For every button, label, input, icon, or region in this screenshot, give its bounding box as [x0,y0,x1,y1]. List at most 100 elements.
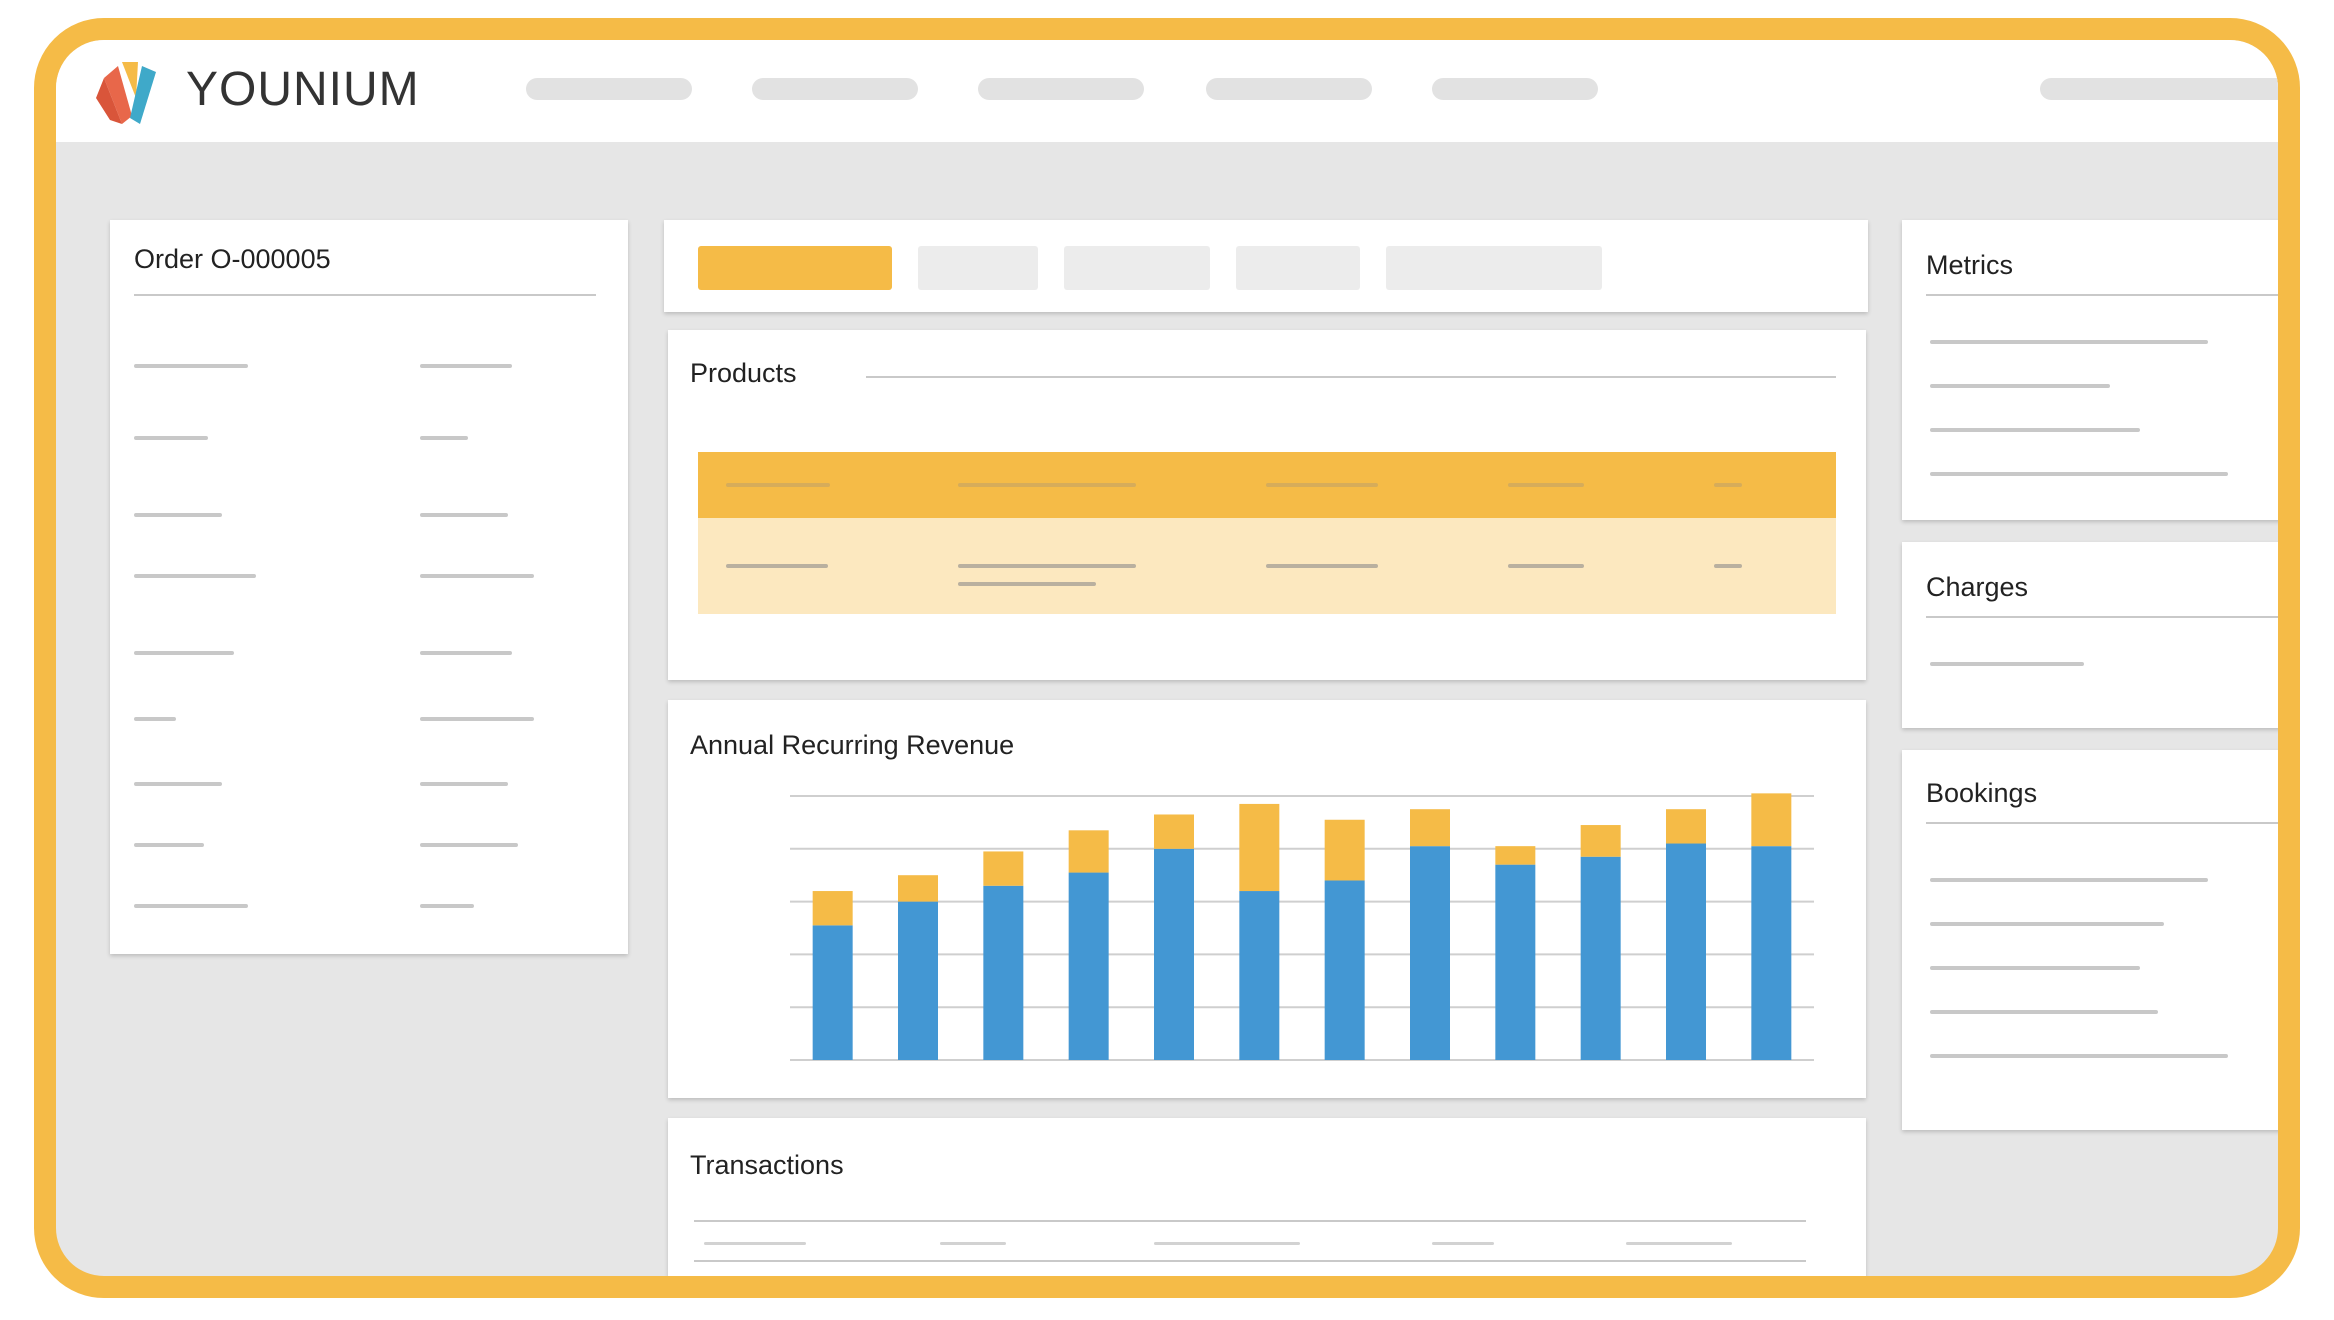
bar-segment-blue [983,885,1024,1060]
order-field-label [134,904,248,908]
metric-line [1930,428,2140,432]
bar-segment-yellow [1666,809,1706,844]
nav-item-2[interactable] [752,78,918,100]
order-field-label [134,651,234,655]
charges-card: Charges [1902,542,2278,728]
bar-segment-yellow [983,851,1024,886]
tab-2[interactable] [918,246,1038,290]
bar-segment-yellow [1410,809,1450,847]
transaction-cell [1154,1286,1248,1289]
bar-segment-blue [1068,872,1109,1060]
bar-segment-yellow [1580,825,1621,857]
booking-line [1930,878,2208,882]
order-title: Order O-000005 [134,244,331,274]
tabs-card [664,220,1868,312]
order-field-value [420,364,512,368]
column-header [1714,483,1742,487]
order-field-label [134,513,222,517]
charges-divider [1926,616,2278,618]
bar-segment-yellow [1495,846,1536,865]
tab-4[interactable] [1236,246,1360,290]
bar-segment-yellow [1751,793,1792,847]
nav-item-3[interactable] [978,78,1144,100]
bar-segment-yellow [898,875,938,902]
transactions-card: Transactions [668,1118,1866,1289]
booking-line [1930,922,2164,926]
bar-segment-blue [898,901,938,1060]
table-cell [1714,564,1742,568]
table-cell [726,564,828,568]
order-card: Order O-000005 [110,220,628,954]
metrics-card: Metrics [1902,220,2278,520]
transaction-cell [1432,1242,1494,1245]
table-cell [1508,564,1584,568]
bookings-divider [1926,822,2278,824]
nav-item-5[interactable] [1432,78,1598,100]
brand-name: YOUNIUM [186,63,420,116]
order-field-label [134,717,176,721]
column-header [726,483,830,487]
transactions-header-divider [694,1220,1806,1222]
bookings-title: Bookings [1926,778,2038,808]
order-field-value [420,782,508,786]
products-table-header [698,452,1836,518]
younium-logo-icon [96,62,156,124]
nav-item-4[interactable] [1206,78,1372,100]
order-field-value [420,904,474,908]
metric-line [1930,384,2110,388]
order-field-value [420,843,518,847]
tab-5[interactable] [1386,246,1602,290]
table-cell [958,564,1136,568]
bar-segment-yellow [1068,830,1109,873]
bar-segment-blue [1324,880,1365,1060]
order-field-label [134,843,204,847]
order-field-value [420,717,534,721]
booking-line [1930,966,2140,970]
booking-line [1930,1010,2158,1014]
order-field-value [420,436,468,440]
bar-segment-blue [1666,843,1706,1060]
column-header [958,483,1136,487]
charges-title: Charges [1926,572,2029,602]
table-cell [1266,564,1378,568]
transaction-cell [1154,1242,1300,1245]
bar-segment-blue [812,925,853,1060]
bar-segment-yellow [812,891,853,926]
metrics-divider [1926,294,2278,296]
column-header [1266,483,1378,487]
bar-segment-blue [1154,848,1194,1060]
transactions-title: Transactions [690,1150,844,1180]
transaction-cell [704,1242,806,1245]
order-field-label [134,782,222,786]
bookings-card: Bookings [1902,750,2278,1130]
app-frame: YOUNIUM Order O-000005 [34,18,2300,1298]
table-row[interactable] [698,518,1836,614]
arr-bar-chart [790,793,1814,1061]
bar-segment-blue [1751,846,1792,1060]
tab-3[interactable] [1064,246,1210,290]
charge-line [1930,662,2084,666]
bar-segment-yellow [1239,803,1280,892]
bar-segment-yellow [1324,819,1365,881]
bar-segment-blue [1239,891,1280,1060]
metric-line [1930,340,2208,344]
arr-chart-card: Annual Recurring Revenue [668,700,1866,1098]
order-field-value [420,513,508,517]
column-header [1508,483,1584,487]
bar-segment-yellow [1154,814,1194,849]
order-field-value [420,574,534,578]
tab-active[interactable] [698,246,892,290]
transaction-cell [1626,1286,1698,1289]
nav-item-1[interactable] [526,78,692,100]
order-field-value [420,651,512,655]
transaction-cell [1432,1286,1516,1289]
arr-chart-title: Annual Recurring Revenue [690,730,1015,760]
products-title-divider [866,376,1836,378]
products-title: Products [690,358,797,388]
booking-line [1930,1054,2228,1058]
order-title-divider [134,294,596,296]
transactions-row-divider [694,1260,1806,1262]
bar-segment-blue [1410,846,1450,1060]
user-menu[interactable] [2040,78,2278,100]
transaction-cell [1626,1242,1732,1245]
